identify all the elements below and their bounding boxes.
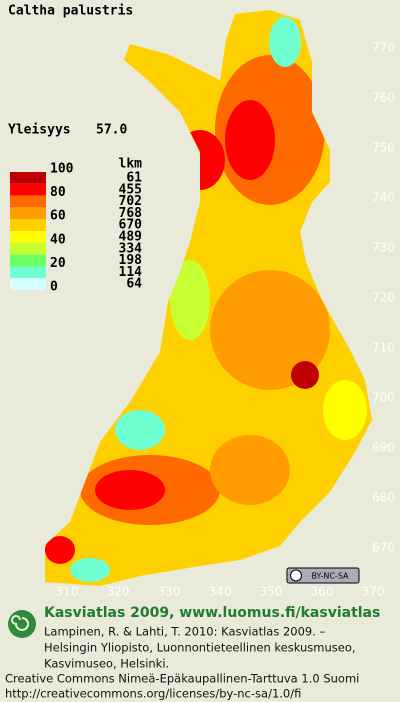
map-patch xyxy=(95,470,165,510)
y-tick-label: 750 xyxy=(372,141,395,155)
legend-count: 114 xyxy=(119,265,143,280)
badge-text: BY-NC-SA xyxy=(311,572,349,581)
map-patch xyxy=(170,260,210,340)
y-tick-label: 690 xyxy=(372,441,395,455)
legend-swatch xyxy=(10,231,46,243)
y-tick-label: 710 xyxy=(372,341,395,355)
y-tick-label: 760 xyxy=(372,91,395,105)
map-patch xyxy=(323,380,367,440)
legend-swatch xyxy=(10,195,46,208)
license-line: http://creativecommons.org/licenses/by-n… xyxy=(5,687,301,701)
legend-count: 702 xyxy=(119,194,142,209)
map-patch xyxy=(291,361,319,389)
y-tick-label: 770 xyxy=(372,41,395,55)
y-tick-label: 670 xyxy=(372,541,395,555)
map-patch xyxy=(269,17,301,67)
legend-swatch xyxy=(10,254,46,267)
legend-swatch xyxy=(10,278,46,290)
map-patch xyxy=(70,558,110,582)
citation-line: Lampinen, R. & Lahti, T. 2010: Kasviatla… xyxy=(44,625,326,639)
y-tick-label: 680 xyxy=(372,491,395,505)
legend-count: 61 xyxy=(126,171,142,186)
x-tick-label: 330 xyxy=(158,585,181,599)
species-title: Caltha palustris xyxy=(8,4,133,19)
legend-scale-label: 0 xyxy=(50,280,58,295)
footer-heading: Kasviatlas 2009, www.luomus.fi/kasviatla… xyxy=(44,605,380,621)
logo-spiral xyxy=(11,615,29,631)
frequency-value: 57.0 xyxy=(96,123,127,138)
map-patch xyxy=(115,410,165,450)
badge-icon xyxy=(290,569,302,582)
badge-box xyxy=(286,567,360,584)
legend-swatch xyxy=(10,266,46,279)
map-patch xyxy=(225,100,275,180)
legend-count: 198 xyxy=(119,253,143,268)
legend-count: 64 xyxy=(126,277,142,292)
y-tick-label: 700 xyxy=(372,391,395,405)
logo xyxy=(8,610,36,638)
citation-line: Helsingin Yliopisto, Luonnontieteellinen… xyxy=(44,641,356,655)
x-tick-label: 310 xyxy=(56,585,79,599)
legend-count: 334 xyxy=(119,241,143,256)
y-tick-label: 740 xyxy=(372,191,395,205)
legend-scale-label: 80 xyxy=(50,185,66,200)
x-tick-label: 370 xyxy=(362,585,385,599)
legend-swatch xyxy=(10,207,46,220)
legend-count: 670 xyxy=(119,218,143,233)
legend-scale-label: 40 xyxy=(50,232,66,247)
y-tick-label: 720 xyxy=(372,291,395,305)
x-tick-label: 320 xyxy=(107,585,130,599)
map-patch xyxy=(45,536,75,564)
x-tick-label: 350 xyxy=(260,585,283,599)
legend-swatch xyxy=(10,219,46,231)
citation-line: Kasvimuseo, Helsinki. xyxy=(44,657,169,671)
legend-count: 455 xyxy=(119,182,142,197)
legend-scale-label: 100 xyxy=(50,162,74,177)
legend-swatch xyxy=(10,172,46,184)
license-badge: BY-NC-SA xyxy=(286,567,360,584)
legend-swatch xyxy=(10,242,46,255)
legend-scale-label: 60 xyxy=(50,209,66,224)
logo-leaf xyxy=(8,610,36,638)
x-tick-label: 360 xyxy=(311,585,334,599)
license-line: Creative Commons Nimeä-Epäkaupallinen-Ta… xyxy=(5,672,359,686)
map-patch xyxy=(210,435,290,505)
legend-swatch xyxy=(10,183,46,196)
count-header: lkm xyxy=(119,157,143,172)
legend-count: 489 xyxy=(119,230,142,245)
legend-count: 768 xyxy=(119,206,143,221)
x-tick-label: 340 xyxy=(209,585,232,599)
y-tick-label: 730 xyxy=(372,241,395,255)
frequency-label: Yleisyys xyxy=(8,123,71,138)
legend-scale-label: 20 xyxy=(50,256,66,271)
map-patch xyxy=(210,270,330,390)
